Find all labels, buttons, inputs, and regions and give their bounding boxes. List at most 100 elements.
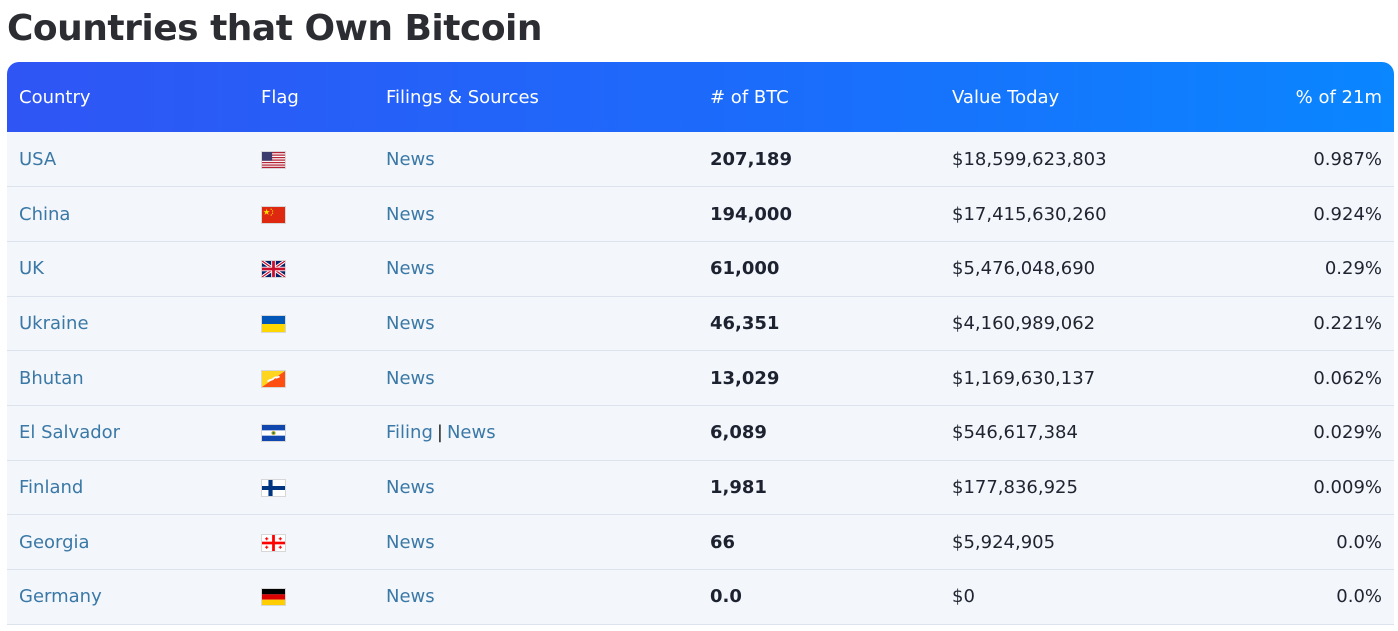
cell-flag [249, 296, 374, 351]
table-body: USA News 207,189 $18,599,623,803 0.987% China… [7, 132, 1394, 625]
cell-percent: 0.0% [1336, 586, 1382, 608]
cell-sources: News [374, 187, 698, 242]
countries-table: Country Flag Filings & Sources # of BTC … [7, 62, 1394, 625]
table-row: Ukraine News 46,351 $4,160,989,062 0.221% [7, 296, 1394, 351]
cell-btc: 61,000 [710, 258, 780, 280]
el-salvador-flag-icon [261, 424, 286, 443]
germany-flag-icon [261, 588, 286, 607]
cell-btc: 194,000 [710, 203, 792, 225]
cell-percent: 0.062% [1313, 367, 1382, 389]
cell-country: El Salvador [7, 405, 249, 460]
header-row: Country Flag Filings & Sources # of BTC … [7, 62, 1394, 132]
country-link[interactable]: Germany [19, 586, 102, 608]
cell-country: Bhutan [7, 351, 249, 406]
cell-sources: News [374, 296, 698, 351]
news-link[interactable]: News [386, 258, 435, 280]
link-separator: | [436, 422, 443, 444]
table-row: Finland News 1,981 $177,836,925 0.009% [7, 460, 1394, 515]
table-row: Georgia News 66 $5,924,905 0.0% [7, 514, 1394, 570]
cell-sources: News [374, 351, 698, 406]
cell-btc: 6,089 [710, 422, 767, 444]
cell-sources: News [374, 460, 698, 515]
cell-value: $1,169,630,137 [952, 367, 1096, 389]
cell-value: $5,476,048,690 [952, 258, 1096, 280]
cell-value: $0 [952, 586, 975, 608]
news-link[interactable]: News [446, 422, 496, 444]
country-link[interactable]: UK [19, 258, 44, 280]
cell-percent: 0.029% [1313, 422, 1382, 444]
news-link[interactable]: News [386, 148, 435, 170]
country-link[interactable]: Ukraine [19, 312, 89, 334]
cell-percent: 0.0% [1336, 531, 1382, 553]
cell-value: $18,599,623,803 [952, 148, 1107, 170]
news-link[interactable]: News [386, 203, 435, 225]
header-percent[interactable]: % of 21m [1295, 86, 1382, 108]
cell-country: Germany [7, 570, 249, 625]
table-header: Country Flag Filings & Sources # of BTC … [7, 62, 1394, 132]
news-link[interactable]: News [386, 586, 435, 608]
country-link[interactable]: Georgia [19, 531, 90, 553]
filing-link[interactable]: Filing [386, 422, 433, 444]
cell-percent: 0.221% [1313, 312, 1382, 334]
country-link[interactable]: China [19, 203, 71, 225]
cell-value: $546,617,384 [952, 422, 1078, 444]
cell-sources: News [374, 570, 698, 625]
cell-country: USA [7, 132, 249, 187]
countries-table-container: Country Flag Filings & Sources # of BTC … [7, 62, 1394, 625]
cell-value: $177,836,925 [952, 476, 1078, 498]
cell-country: China [7, 187, 249, 242]
cell-country: Ukraine [7, 296, 249, 351]
cell-percent: 0.924% [1313, 203, 1382, 225]
cell-country: Georgia [7, 515, 249, 570]
table-row: Bhutan News 13,029 $1,169,630,137 0.062% [7, 350, 1394, 406]
cell-value: $5,924,905 [952, 531, 1056, 553]
header-btc[interactable]: # of BTC [710, 86, 789, 108]
cell-value: $17,415,630,260 [952, 203, 1107, 225]
cell-btc: 13,029 [710, 367, 780, 389]
country-link[interactable]: USA [19, 148, 57, 170]
cell-country: Finland [7, 460, 249, 515]
country-link[interactable]: Bhutan [19, 367, 84, 389]
cell-btc: 0.0 [710, 586, 742, 608]
cell-btc: 46,351 [710, 312, 780, 334]
country-link[interactable]: El Salvador [19, 422, 121, 444]
cell-flag [249, 241, 374, 296]
cell-flag [249, 132, 374, 187]
us-flag-icon [261, 150, 286, 169]
cell-btc: 1,981 [710, 476, 767, 498]
cell-sources: News [374, 515, 698, 570]
cell-value: $4,160,989,062 [952, 312, 1096, 334]
cell-flag [249, 570, 374, 625]
cell-btc: 207,189 [710, 148, 792, 170]
finland-flag-icon [261, 478, 286, 497]
header-sources[interactable]: Filings & Sources [386, 86, 539, 108]
header-country[interactable]: Country [19, 86, 91, 108]
cell-country: UK [7, 241, 249, 296]
cell-percent: 0.009% [1313, 476, 1382, 498]
news-link[interactable]: News [386, 367, 435, 389]
news-link[interactable]: News [386, 312, 435, 334]
cell-flag [249, 405, 374, 460]
country-link[interactable]: Finland [19, 476, 84, 498]
cell-flag [249, 351, 374, 406]
table-row: China News 194,000 $17,415,630,260 0.924% [7, 186, 1394, 242]
header-value[interactable]: Value Today [952, 86, 1060, 108]
china-flag-icon [261, 205, 286, 224]
cell-flag [249, 515, 374, 570]
cell-sources: News [374, 132, 698, 187]
table-row: Germany News 0.0 $0 0.0% [7, 569, 1394, 625]
page-title: Countries that Own Bitcoin [7, 8, 543, 49]
news-link[interactable]: News [386, 531, 435, 553]
cell-percent: 0.987% [1313, 148, 1382, 170]
header-flag[interactable]: Flag [261, 86, 299, 108]
cell-flag [249, 187, 374, 242]
table-row: El Salvador Filing | News 6,089 $546,617,384 0… [7, 405, 1394, 461]
uk-flag-icon [261, 260, 286, 279]
table-row: USA News 207,189 $18,599,623,803 0.987% [7, 132, 1394, 187]
cell-sources: Filing | News [374, 405, 698, 460]
cell-flag [249, 460, 374, 515]
georgia-flag-icon [261, 533, 286, 552]
news-link[interactable]: News [386, 476, 435, 498]
cell-percent: 0.29% [1324, 258, 1382, 280]
ukraine-flag-icon [261, 314, 286, 333]
